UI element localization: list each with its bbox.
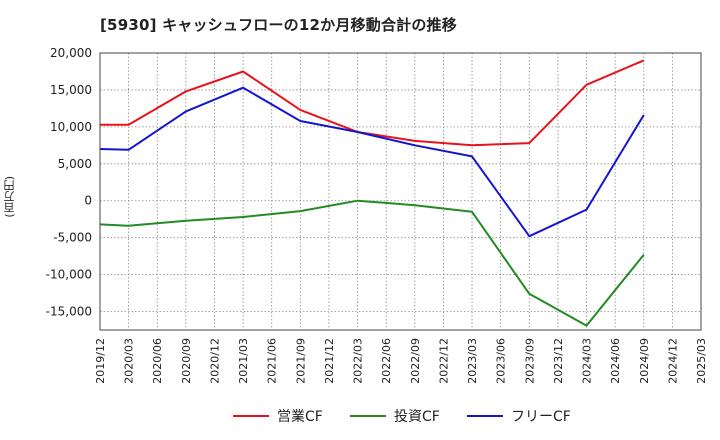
legend-swatch-investing-cf [350,415,386,417]
series-lines [99,59,645,327]
y-tick-label: -10,000 [46,268,92,282]
x-tick-label: 2020/09 [180,338,193,384]
legend-label-investing-cf: 投資CF [394,409,440,425]
y-tick-label: -15,000 [46,305,92,319]
x-tick-label: 2025/03 [695,338,708,384]
x-tick-label: 2021/06 [266,338,279,384]
y-tick-label: 0 [84,194,92,208]
x-tick-label: 2024/09 [638,338,651,384]
series-line-0 [100,59,645,147]
legend: 営業CF 投資CF フリーCF [0,404,720,428]
x-tick-label: 2024/12 [666,338,679,384]
x-tick-label: 2023/06 [495,338,508,384]
x-tick-label: 2023/12 [552,338,565,384]
chart-title: [5930] キャッシュフローの12か月移動合計の推移 [100,16,457,34]
x-tick-label: 2020/03 [123,338,136,384]
legend-item-operating-cf: 営業CF [233,404,323,428]
chart-plot: 20,000 15,000 10,000 5,000 0 -5,000 -10,000 -15… [46,46,708,384]
series-line-1 [99,199,645,327]
x-tick-label: 2020/06 [151,338,164,384]
y-tick-label: 20,000 [50,46,92,60]
y-tick-label: 15,000 [50,83,92,97]
x-tick-label: 2022/09 [409,338,422,384]
x-tick-label: 2019/12 [94,338,107,384]
plot-frame [99,52,702,331]
x-tick-label: 2024/03 [581,338,594,384]
legend-swatch-free-cf [467,415,503,417]
series-line-2 [99,86,645,238]
legend-swatch-operating-cf [233,415,269,417]
x-tick-label: 2021/09 [294,338,307,384]
x-tick-label: 2023/09 [523,338,536,384]
y-tick-label: 5,000 [58,157,92,171]
legend-label-operating-cf: 営業CF [277,409,323,425]
y-tick-label: -5,000 [53,231,92,245]
x-tick-label: 2022/12 [437,338,450,384]
legend-label-free-cf: フリーCF [511,409,571,425]
y-tick-label: 10,000 [50,120,92,134]
x-tick-labels: 2019/12 2020/03 2020/06 2020/09 2020/12 2021/… [94,338,708,384]
x-tick-label: 2023/03 [466,338,479,384]
grid-lines [100,53,701,330]
x-tick-label: 2020/12 [208,338,221,384]
x-tick-label: 2022/03 [352,338,365,384]
legend-item-free-cf: フリーCF [467,404,571,428]
x-tick-label: 2021/03 [237,338,250,384]
x-tick-label: 2024/06 [609,338,622,384]
legend-item-investing-cf: 投資CF [350,404,440,428]
y-tick-labels: 20,000 15,000 10,000 5,000 0 -5,000 -10,000 -15… [46,46,92,319]
x-tick-label: 2022/06 [380,338,393,384]
x-tick-label: 2021/12 [323,338,336,384]
